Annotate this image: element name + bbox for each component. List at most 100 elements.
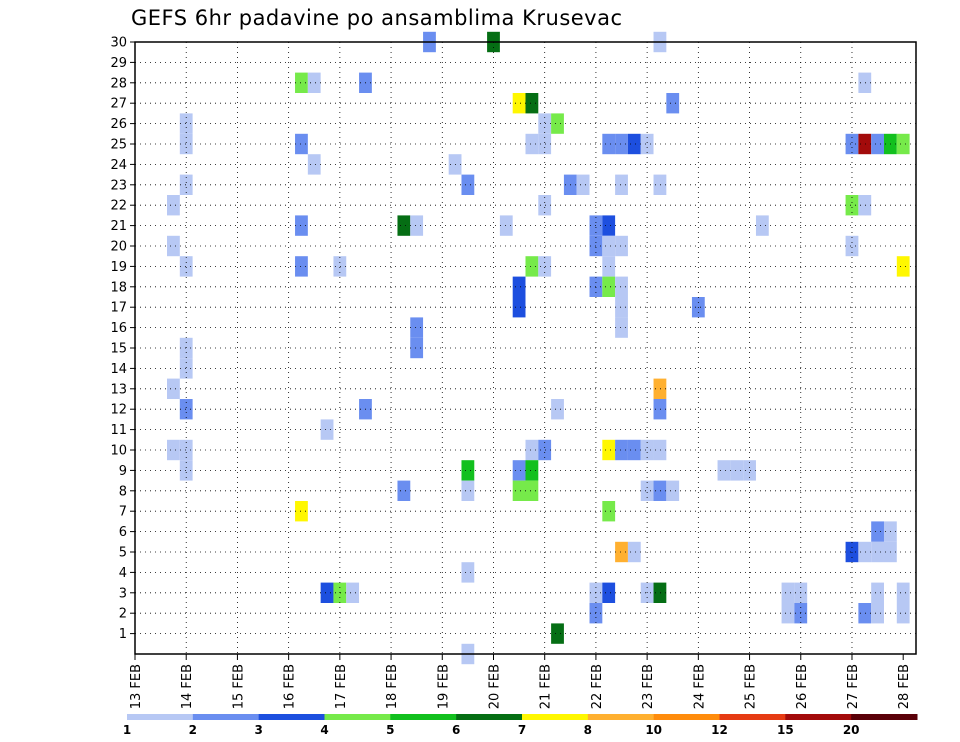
- heatmap-cell: [525, 93, 539, 114]
- heatmap-cell: [653, 378, 667, 399]
- heatmap-cell: [602, 235, 616, 257]
- heatmap-cell: [538, 133, 552, 155]
- y-tick-label: 18: [110, 280, 127, 295]
- heatmap-cell: [410, 337, 424, 359]
- y-tick-label: 25: [110, 138, 127, 153]
- heatmap-cell: [845, 235, 859, 257]
- heatmap-cell: [871, 133, 884, 155]
- heatmap-cell: [179, 358, 193, 379]
- heatmap-cell: [896, 603, 910, 624]
- y-tick-label: 13: [110, 382, 127, 397]
- heatmap-cell: [320, 582, 334, 603]
- heatmap-cell: [653, 439, 667, 461]
- legend-label: 5: [386, 723, 394, 737]
- legend-label: 4: [320, 723, 328, 737]
- heatmap-cell: [538, 113, 552, 134]
- heatmap-cell: [666, 480, 680, 501]
- heatmap-cell: [551, 623, 564, 644]
- heatmap-cell: [499, 215, 513, 236]
- legend-label: 10: [645, 723, 662, 737]
- heatmap-cell: [871, 541, 884, 563]
- y-tick-label: 9: [119, 464, 127, 479]
- heatmap-cell: [295, 133, 308, 155]
- heatmap-cell: [538, 195, 552, 216]
- heatmap-cell: [781, 582, 795, 603]
- heatmap-cell: [615, 317, 628, 338]
- heatmap-cell: [627, 133, 641, 155]
- heatmap-cell: [627, 439, 641, 461]
- heatmap-cell: [602, 133, 616, 155]
- y-tick-label: 5: [119, 546, 127, 561]
- y-tick-label: 30: [110, 36, 127, 51]
- heatmap-cell: [653, 174, 667, 195]
- y-tick-label: 16: [110, 321, 127, 336]
- x-tick-label: 26 FEB: [795, 664, 810, 709]
- y-tick-label: 27: [110, 97, 127, 112]
- heatmap-cell: [512, 276, 526, 297]
- heatmap-cell: [410, 215, 424, 236]
- heatmap-cell: [615, 276, 628, 297]
- heatmap-cell: [538, 439, 552, 461]
- heatmap-cell: [461, 460, 475, 481]
- x-tick-label: 23 FEB: [641, 664, 656, 709]
- legend-label: 7: [518, 723, 526, 737]
- y-tick-label: 12: [110, 403, 127, 418]
- heatmap-cell: [538, 256, 552, 277]
- heatmap-cell: [602, 582, 616, 603]
- heatmap-cell: [755, 215, 769, 236]
- heatmap-cell: [295, 501, 308, 522]
- heatmap-cell: [845, 133, 859, 155]
- x-tick-label: 16 FEB: [283, 664, 298, 709]
- y-tick-label: 26: [110, 117, 127, 132]
- heatmap-cell: [346, 582, 360, 603]
- y-tick-label: 19: [110, 260, 127, 275]
- legend-label: 12: [711, 723, 728, 737]
- y-tick-label: 10: [110, 444, 127, 459]
- legend-label: 1: [123, 723, 131, 737]
- heatmap-cell: [512, 480, 526, 501]
- heatmap-cell: [333, 256, 347, 277]
- heatmap-cell: [615, 297, 628, 318]
- heatmap-cell: [858, 133, 872, 155]
- y-tick-label: 29: [110, 56, 127, 71]
- heatmap-cell: [320, 419, 334, 440]
- heatmap-cell: [461, 174, 475, 195]
- heatmap-cell: [179, 439, 193, 461]
- heatmap-cell: [307, 72, 321, 93]
- y-tick-label: 11: [110, 423, 127, 438]
- heatmap-cell: [167, 235, 180, 257]
- heatmap-cell: [717, 460, 731, 481]
- heatmap-cell: [525, 480, 539, 501]
- heatmap-cell: [640, 439, 654, 461]
- heatmap-cell: [653, 480, 667, 501]
- legend-swatch: [324, 714, 391, 720]
- x-tick-label: 20 FEB: [487, 664, 502, 709]
- heatmap-cell: [461, 562, 475, 583]
- legend-swatch: [851, 714, 918, 720]
- heatmap-cell: [871, 582, 884, 603]
- legend-label: 6: [452, 723, 460, 737]
- chart-title: GEFS 6hr padavine po ansamblima Krusevac: [131, 6, 623, 30]
- legend-swatch: [192, 714, 260, 720]
- y-tick-label: 14: [110, 362, 127, 377]
- heatmap-cell: [845, 195, 859, 216]
- heatmap-cell: [653, 399, 667, 420]
- legend-swatch: [127, 714, 194, 720]
- heatmap-cell: [167, 195, 180, 216]
- x-tick-label: 19 FEB: [436, 664, 451, 709]
- y-tick-label: 24: [110, 158, 127, 173]
- legend-swatch: [258, 714, 325, 720]
- heatmap-cell: [615, 133, 628, 155]
- heatmap-cell: [167, 439, 180, 461]
- x-tick-label: 22 FEB: [590, 664, 605, 709]
- heatmap-cell: [653, 582, 667, 603]
- heatmap-cell: [615, 235, 628, 257]
- data-cells: [167, 31, 910, 665]
- heatmap-cell: [602, 256, 616, 277]
- heatmap-cell: [615, 541, 628, 563]
- heatmap-cell: [397, 215, 411, 236]
- heatmap-cell: [858, 195, 872, 216]
- x-tick-label: 15 FEB: [231, 664, 246, 709]
- y-tick-label: 23: [110, 178, 127, 193]
- heatmap-cell: [858, 603, 872, 624]
